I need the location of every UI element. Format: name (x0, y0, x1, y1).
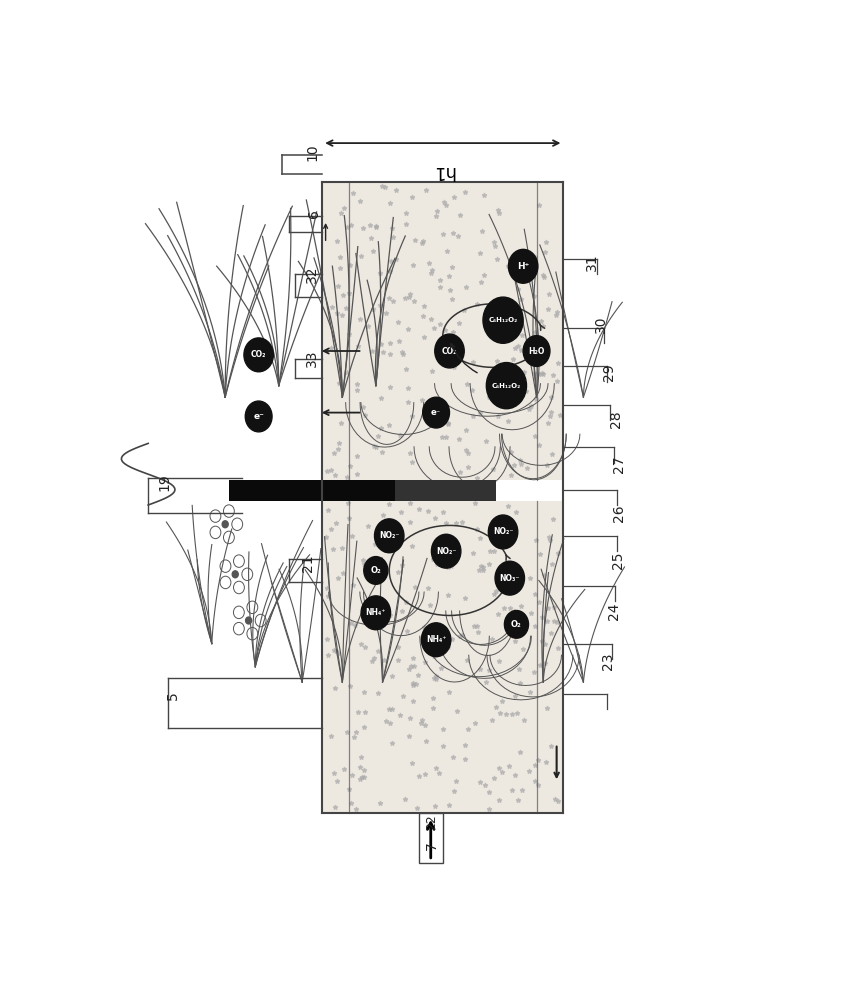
Circle shape (232, 571, 238, 578)
Circle shape (435, 334, 464, 368)
Text: 31: 31 (584, 254, 599, 271)
Text: e⁻: e⁻ (431, 408, 442, 417)
Text: h1: h1 (431, 162, 454, 180)
Text: H₂O: H₂O (529, 347, 544, 356)
Text: O₂: O₂ (511, 620, 522, 629)
Text: 26: 26 (612, 504, 626, 522)
Text: NO₂⁻: NO₂⁻ (436, 547, 456, 556)
Text: CO₂: CO₂ (442, 347, 457, 356)
Text: 23: 23 (601, 653, 615, 670)
Text: 19: 19 (158, 473, 172, 491)
Circle shape (422, 623, 451, 657)
Text: 32: 32 (305, 265, 319, 283)
Text: C₆H₁₂O₂: C₆H₁₂O₂ (488, 317, 518, 323)
Text: NO₃⁻: NO₃⁻ (499, 574, 520, 583)
FancyBboxPatch shape (395, 480, 496, 501)
Circle shape (524, 336, 550, 366)
Circle shape (245, 401, 272, 432)
FancyBboxPatch shape (322, 182, 563, 480)
Text: 5: 5 (166, 691, 180, 700)
Circle shape (364, 557, 388, 584)
Text: e⁻: e⁻ (253, 412, 264, 421)
Circle shape (488, 515, 518, 549)
FancyBboxPatch shape (322, 501, 563, 813)
Circle shape (495, 561, 524, 595)
Text: 25: 25 (611, 552, 626, 569)
FancyBboxPatch shape (322, 480, 496, 501)
Text: 21: 21 (301, 554, 314, 572)
Circle shape (505, 610, 529, 638)
Text: NH₄⁺: NH₄⁺ (426, 635, 447, 644)
Circle shape (483, 297, 523, 343)
Text: H⁺: H⁺ (517, 262, 530, 271)
Text: 29: 29 (602, 364, 616, 381)
Text: 7: 7 (424, 841, 438, 850)
Text: O₂: O₂ (371, 566, 381, 575)
Text: 30: 30 (594, 315, 608, 333)
Text: 24: 24 (607, 603, 620, 620)
Text: 28: 28 (608, 410, 623, 428)
FancyBboxPatch shape (228, 480, 322, 501)
Text: 27: 27 (612, 455, 626, 473)
FancyBboxPatch shape (419, 813, 442, 863)
Circle shape (431, 534, 461, 568)
Circle shape (486, 363, 526, 409)
Text: C₆H₁₂O₂: C₆H₁₂O₂ (492, 383, 521, 389)
Text: CO₂: CO₂ (251, 350, 266, 359)
Text: 6: 6 (307, 210, 321, 218)
Circle shape (245, 617, 251, 624)
Text: NO₂⁻: NO₂⁻ (379, 531, 399, 540)
Text: 10: 10 (305, 144, 319, 161)
Circle shape (422, 397, 449, 428)
Text: 22: 22 (425, 814, 438, 830)
Text: 33: 33 (305, 350, 319, 367)
Text: NH₄⁺: NH₄⁺ (365, 608, 386, 617)
Circle shape (508, 249, 538, 283)
Circle shape (374, 519, 404, 553)
Circle shape (244, 338, 273, 372)
Circle shape (222, 521, 228, 528)
Circle shape (361, 596, 391, 630)
Text: NO₂⁻: NO₂⁻ (492, 527, 513, 536)
